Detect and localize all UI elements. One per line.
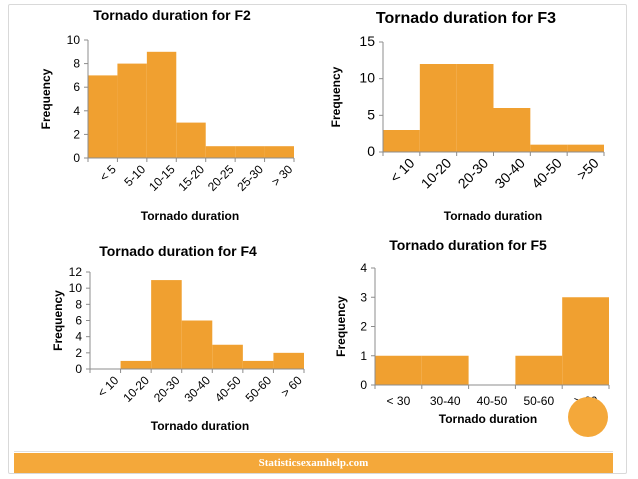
bar [117, 63, 147, 158]
x-tick-label: < 5 [97, 162, 119, 184]
bar [421, 355, 469, 385]
y-tick-label: 0 [75, 362, 82, 376]
bar [375, 355, 422, 385]
decorative-circle [568, 397, 608, 437]
x-tick-label: 20-30 [151, 373, 183, 405]
chart-title: Tornado duration for F4 [99, 243, 257, 259]
x-tick-label: 5-10 [121, 162, 148, 189]
x-tick-label: < 10 [95, 373, 122, 400]
y-axis-label: Frequency [51, 290, 65, 351]
bar [120, 360, 152, 369]
bar [151, 280, 182, 369]
y-tick-label: 10 [359, 70, 375, 86]
y-tick-label: 1 [360, 349, 367, 363]
x-tick-label: 15-20 [176, 162, 208, 194]
x-tick-label: 10-20 [120, 373, 152, 405]
x-tick-label: 40-50 [212, 373, 244, 405]
y-tick-label: 0 [73, 151, 80, 165]
bar [419, 64, 457, 152]
bar [562, 297, 609, 385]
y-axis-label: Frequency [329, 66, 343, 127]
bar [235, 146, 265, 158]
chart-f3: Tornado duration for F3 Frequency Tornado … [329, 10, 605, 223]
bar [176, 122, 206, 158]
chart-title: Tornado duration for F3 [376, 10, 556, 27]
bar [273, 352, 304, 369]
x-tick-label: > 60 [278, 373, 305, 400]
y-tick-label: 2 [75, 346, 82, 360]
y-tick-label: 5 [367, 106, 375, 122]
footer-bar: Statisticsexamhelp.com [14, 453, 613, 473]
y-tick-label: 4 [75, 330, 82, 344]
y-tick-label: 8 [73, 57, 80, 71]
bar [493, 108, 531, 152]
x-tick-label: 30-40 [182, 373, 214, 405]
bar [146, 51, 177, 158]
y-tick-label: 0 [367, 143, 375, 159]
y-tick-label: 4 [360, 261, 367, 275]
x-tick-label: 50-60 [243, 373, 275, 405]
y-tick-label: 15 [359, 33, 375, 49]
y-tick-label: 10 [67, 33, 81, 47]
x-tick-label: 20-30 [455, 155, 492, 192]
x-axis-label: Tornado duration [439, 412, 537, 426]
y-tick-label: 10 [69, 281, 83, 295]
x-tick-label: < 10 [387, 155, 418, 186]
bar [456, 64, 494, 152]
y-tick-label: 2 [360, 320, 367, 334]
y-tick-label: 3 [360, 290, 367, 304]
x-tick-label: 10-15 [146, 162, 178, 194]
y-axis-label: Frequency [334, 296, 348, 357]
x-tick-label: 10-20 [418, 155, 455, 192]
x-tick-label: 30-40 [430, 394, 461, 408]
chart-title: Tornado duration for F5 [389, 237, 547, 253]
x-tick-label: 30-40 [491, 155, 528, 192]
y-tick-label: 0 [360, 378, 367, 392]
x-tick-label: 40-50 [477, 394, 508, 408]
x-axis-label: Tornado duration [444, 209, 542, 223]
y-tick-label: 6 [73, 80, 80, 94]
x-tick-label: > 30 [269, 162, 296, 189]
bar [530, 144, 568, 152]
y-tick-label: 4 [73, 104, 80, 118]
y-tick-label: 2 [73, 127, 80, 141]
bar [567, 144, 604, 152]
x-axis-label: Tornado duration [151, 419, 249, 433]
y-tick-label: 12 [69, 265, 83, 279]
x-tick-label: 50-60 [523, 394, 554, 408]
bar [515, 355, 563, 385]
bar [383, 130, 420, 152]
chart-f2: Tornado duration for F2 Frequency Tornado … [39, 7, 296, 223]
slide-frame [8, 4, 627, 474]
bar [181, 320, 213, 369]
bar [88, 75, 118, 158]
bar [242, 360, 274, 369]
chart-f4: Tornado duration for F4 Frequency Tornado … [51, 243, 305, 433]
y-tick-label: 8 [75, 297, 82, 311]
bar [212, 344, 243, 369]
divider [14, 451, 613, 452]
y-tick-label: 6 [75, 314, 82, 328]
x-tick-label: >50 [574, 155, 602, 183]
bar [264, 146, 294, 158]
x-axis-label: Tornado duration [141, 209, 239, 223]
x-tick-label: 40-50 [528, 155, 565, 192]
x-tick-label: 25-30 [234, 162, 266, 194]
y-axis-label: Frequency [39, 68, 53, 129]
chart-title: Tornado duration for F2 [93, 7, 251, 23]
bar [205, 146, 236, 158]
chart-f5: Tornado duration for F5 Frequency Tornado … [334, 237, 610, 426]
x-tick-label: < 30 [387, 394, 411, 408]
x-tick-label: 20-25 [205, 162, 237, 194]
